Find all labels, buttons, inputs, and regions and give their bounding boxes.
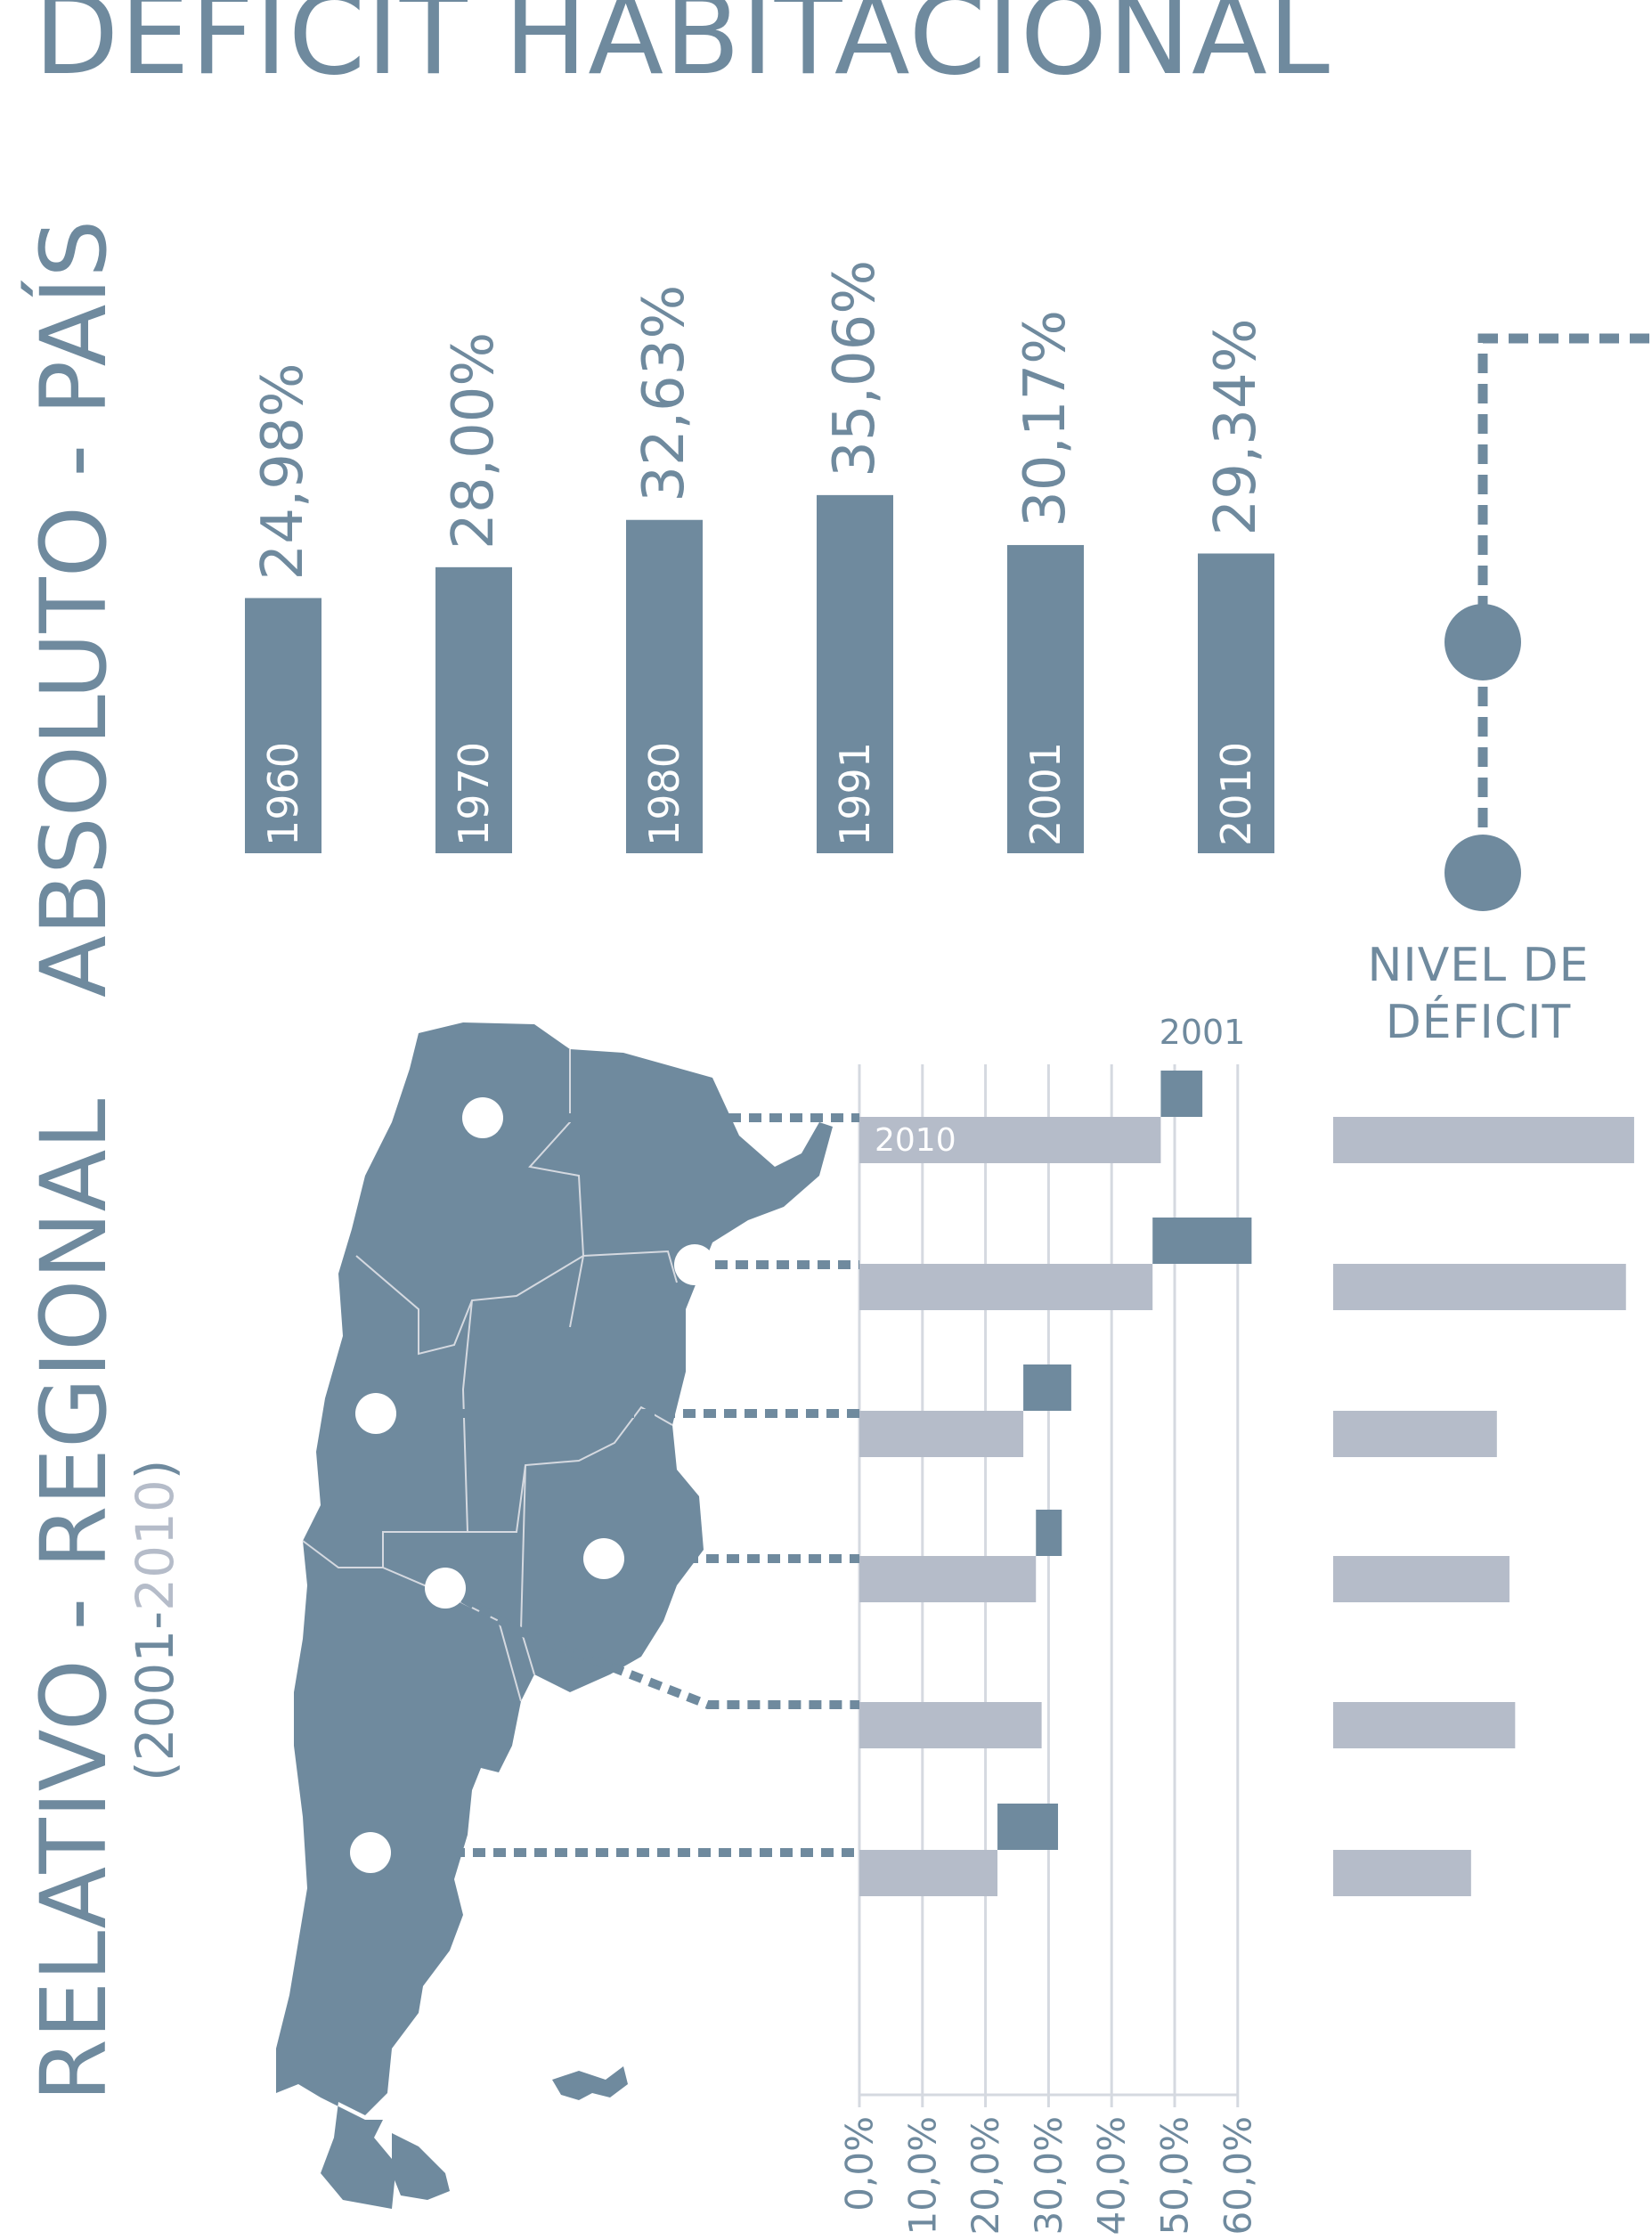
island-fueguina bbox=[392, 2133, 450, 2200]
level-legend: NIVEL DE DÉFICIT bbox=[1309, 937, 1648, 1051]
bar-2010-region-6 bbox=[859, 1850, 998, 1896]
level-bar-region-6 bbox=[1333, 1850, 1471, 1896]
bar-2010-region-4 bbox=[859, 1556, 1037, 1602]
region-marker-3 bbox=[355, 1393, 396, 1434]
x-tick-label-6: 60,0% bbox=[1216, 2116, 1259, 2235]
bar-1980 bbox=[626, 519, 703, 853]
bar-year-label-1980: 1980 bbox=[640, 742, 688, 846]
bar-2001-region-6 bbox=[997, 1804, 1059, 1850]
bar-year-label-1970: 1970 bbox=[450, 742, 498, 846]
level-bar-region-4 bbox=[1333, 1556, 1510, 1602]
bar-year-label-2010: 2010 bbox=[1212, 742, 1260, 846]
x-tick-label-5: 50,0% bbox=[1153, 2116, 1197, 2235]
argentina-silhouette bbox=[276, 1022, 833, 2209]
bar-2010-region-5 bbox=[859, 1702, 1042, 1748]
bar-value-label-1991: 35,06% bbox=[822, 260, 888, 477]
level-bar-region-2 bbox=[1333, 1264, 1626, 1310]
bar-2001-region-1 bbox=[1160, 1071, 1203, 1117]
level-bar-region-5 bbox=[1333, 1702, 1516, 1748]
region-leader-line-5 bbox=[443, 1584, 859, 1709]
bar-2010-region-2 bbox=[859, 1264, 1153, 1310]
x-tick-label-4: 40,0% bbox=[1090, 2116, 1134, 2235]
level-legend-line1: NIVEL DE bbox=[1367, 939, 1590, 992]
region-marker-2 bbox=[674, 1244, 715, 1285]
bar-2010-region-1 bbox=[859, 1117, 1161, 1163]
level-bar-region-1 bbox=[1333, 1117, 1634, 1163]
bar-value-label-1960: 24,98% bbox=[250, 362, 316, 580]
bar-year-label-1991: 1991 bbox=[831, 742, 879, 846]
bar-2001-region-4 bbox=[1036, 1510, 1062, 1556]
bar-2001-region-3 bbox=[1023, 1364, 1071, 1411]
connector-node-bottom bbox=[1444, 835, 1521, 911]
level-legend-line2: DÉFICIT bbox=[1385, 996, 1572, 1049]
connector-node-top bbox=[1444, 604, 1521, 680]
x-tick-label-2: 20,0% bbox=[964, 2116, 1007, 2235]
series-label-2010: 2010 bbox=[875, 1122, 956, 1159]
region-marker-6 bbox=[350, 1832, 391, 1873]
bar-year-label-1960: 1960 bbox=[259, 742, 307, 846]
region-marker-1 bbox=[462, 1097, 503, 1138]
bar-1960 bbox=[245, 598, 321, 853]
bar-1991 bbox=[817, 494, 893, 853]
series-label-2001: 2001 bbox=[1160, 1013, 1246, 1052]
bar-2010-region-3 bbox=[859, 1411, 1024, 1457]
x-tick-label-1: 10,0% bbox=[900, 2116, 944, 2235]
malvinas-islands bbox=[552, 2066, 628, 2100]
bar-value-label-1980: 32,63% bbox=[631, 285, 697, 502]
x-tick-label-3: 30,0% bbox=[1027, 2116, 1070, 2235]
bar-2001-region-2 bbox=[1152, 1218, 1252, 1264]
x-tick-label-0: 0,0% bbox=[838, 2116, 882, 2211]
bar-value-label-2001: 30,17% bbox=[1013, 310, 1078, 527]
region-marker-4 bbox=[583, 1538, 624, 1579]
bar-2001 bbox=[1007, 544, 1084, 853]
absolute-deficit-chart: 1960 24,98% 1970 28,00% 1980 32,63% 1991 35,06%… bbox=[245, 260, 1649, 911]
bar-value-label-2010: 29,34% bbox=[1203, 318, 1269, 535]
bar-1970 bbox=[435, 566, 512, 853]
bar-2010 bbox=[1198, 553, 1274, 853]
bar-year-label-2001: 2001 bbox=[1021, 742, 1070, 846]
level-bar-region-3 bbox=[1333, 1411, 1497, 1457]
connector-dashed-line bbox=[1477, 333, 1649, 873]
bar-value-label-1970: 28,00% bbox=[441, 332, 507, 550]
page-title: DÉFICIT HABITACIONAL bbox=[34, 0, 1331, 100]
region-marker-5 bbox=[425, 1568, 466, 1609]
